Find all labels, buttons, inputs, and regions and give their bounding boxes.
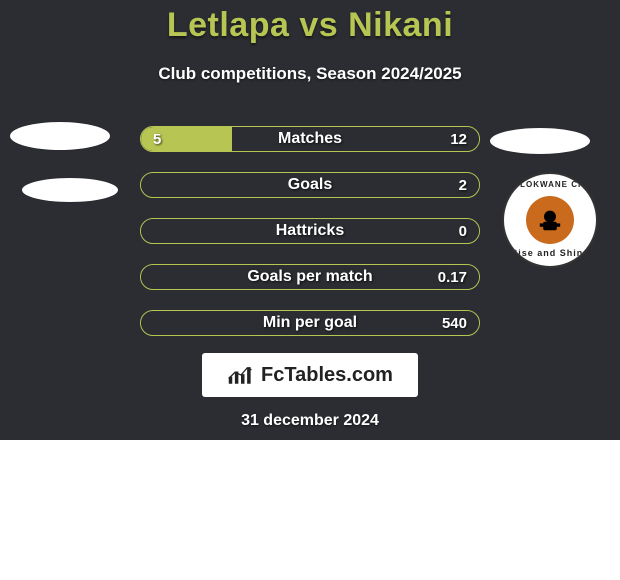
club-badge: POLOKWANE CITY Rise and Shine xyxy=(502,172,598,268)
stat-row: Goals per match0.17 xyxy=(140,264,480,290)
date-label: 31 december 2024 xyxy=(0,412,620,430)
stat-value-right: 0 xyxy=(447,219,479,243)
left-team-logo-placeholder xyxy=(22,178,118,202)
stat-value-right: 2 xyxy=(447,173,479,197)
right-team-logo-placeholder xyxy=(490,128,590,154)
stat-value-right: 0.17 xyxy=(426,265,479,289)
branding-text: FcTables.com xyxy=(261,364,393,387)
stat-row: Hattricks0 xyxy=(140,218,480,244)
stage: Letlapa vs Nikani Club competitions, Sea… xyxy=(0,0,620,580)
stat-row: Matches512 xyxy=(140,126,480,152)
shield-icon xyxy=(533,203,567,237)
stat-value-left: 5 xyxy=(141,127,173,151)
stat-row: Min per goal540 xyxy=(140,310,480,336)
stat-value-right: 540 xyxy=(430,311,479,335)
stat-value-right: 12 xyxy=(438,127,479,151)
club-badge-inner xyxy=(526,196,574,244)
club-badge-top-text: POLOKWANE CITY xyxy=(504,180,596,189)
page-title: Letlapa vs Nikani xyxy=(0,6,620,45)
left-team-logo-placeholder xyxy=(10,122,110,150)
stat-row: Goals2 xyxy=(140,172,480,198)
club-badge-bottom-text: Rise and Shine xyxy=(504,248,596,258)
branding-box: FcTables.com xyxy=(202,353,418,397)
subtitle: Club competitions, Season 2024/2025 xyxy=(0,64,620,84)
bar-chart-icon xyxy=(227,364,255,386)
